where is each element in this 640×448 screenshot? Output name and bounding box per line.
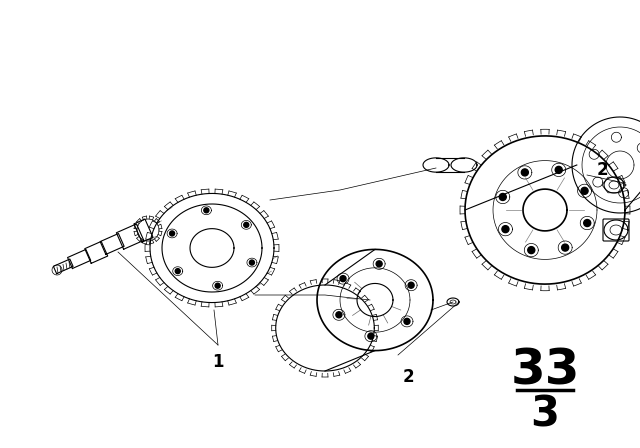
Circle shape [175, 269, 180, 274]
Text: 33: 33 [510, 346, 580, 394]
Circle shape [584, 220, 591, 227]
Circle shape [170, 231, 175, 236]
Text: 3: 3 [531, 393, 559, 435]
Text: 1: 1 [212, 353, 224, 371]
Circle shape [528, 246, 535, 254]
Circle shape [522, 169, 529, 176]
Circle shape [215, 283, 220, 288]
Circle shape [250, 260, 255, 265]
Circle shape [502, 226, 509, 233]
Circle shape [581, 187, 588, 194]
Circle shape [336, 312, 342, 318]
Circle shape [562, 244, 569, 251]
FancyBboxPatch shape [603, 219, 629, 241]
Circle shape [556, 166, 562, 173]
Circle shape [376, 261, 382, 267]
Circle shape [244, 222, 249, 227]
Circle shape [404, 319, 410, 324]
Text: 2: 2 [402, 368, 414, 386]
Circle shape [204, 208, 209, 213]
Text: 2: 2 [597, 161, 609, 179]
Circle shape [408, 282, 414, 288]
Circle shape [368, 333, 374, 339]
Circle shape [340, 276, 346, 282]
Circle shape [499, 194, 506, 200]
